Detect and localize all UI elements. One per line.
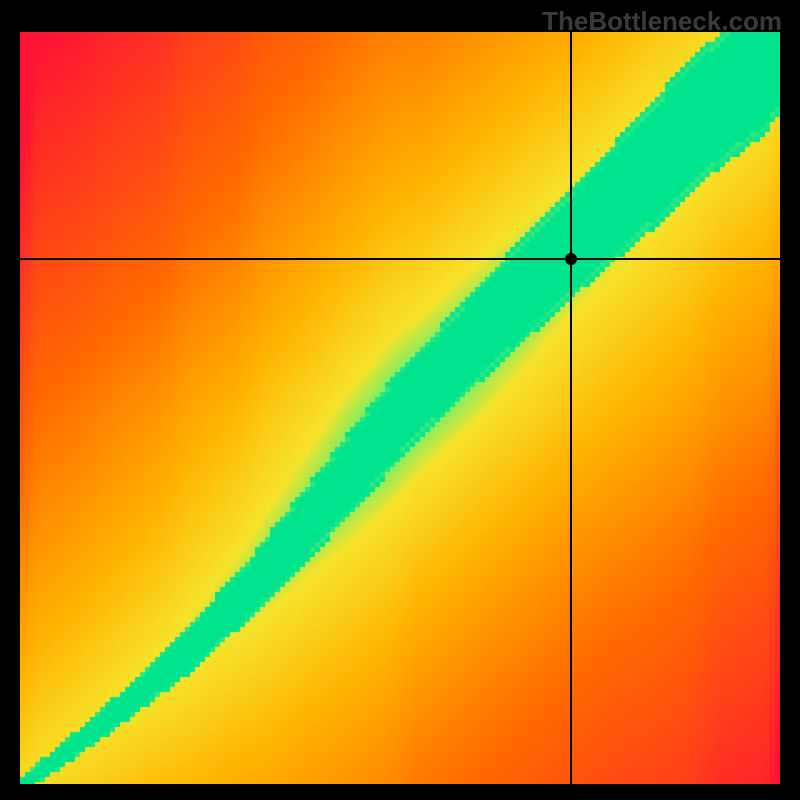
gradient-heatmap xyxy=(20,32,780,784)
crosshair-marker xyxy=(565,253,577,265)
chart-container: TheBottleneck.com xyxy=(0,0,800,800)
crosshair-vertical xyxy=(570,32,572,784)
watermark-label: TheBottleneck.com xyxy=(542,6,782,37)
crosshair-horizontal xyxy=(20,258,780,260)
